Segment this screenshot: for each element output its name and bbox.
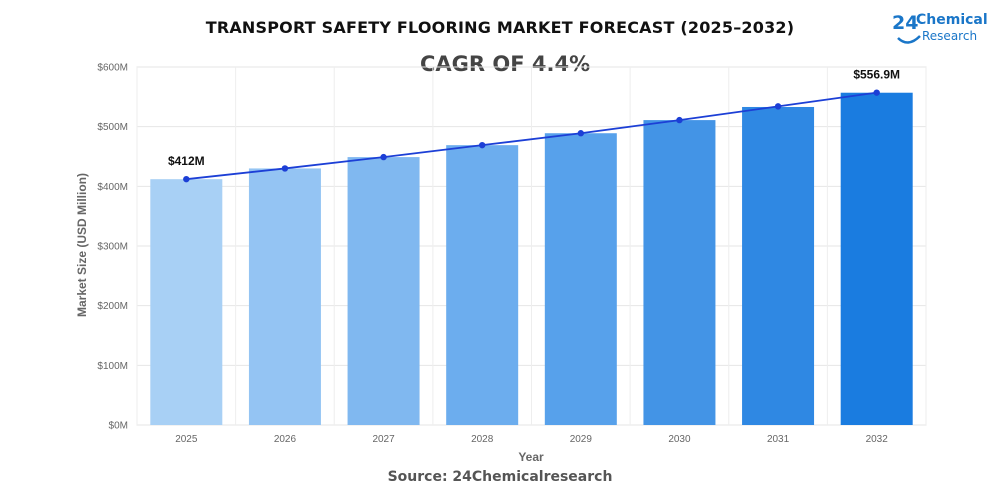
logo-number: 24 xyxy=(892,12,919,34)
x-tick-label: 2030 xyxy=(668,434,691,445)
trend-point xyxy=(774,103,782,110)
cagr-annotation: CAGR OF 4.4% xyxy=(420,52,591,76)
logo-word-chemical: Chemical xyxy=(916,12,988,28)
x-tick-label: 2027 xyxy=(372,434,395,445)
bars-group xyxy=(150,92,913,426)
bar xyxy=(446,145,519,425)
y-tick-label: $500M xyxy=(97,122,128,133)
company-logo: 24 Chemical Research xyxy=(892,10,992,46)
x-tick-labels: 2025 2026 2027 2028 2029 2030 2031 2032 xyxy=(175,434,888,445)
trend-line-group xyxy=(183,89,880,183)
bar xyxy=(544,133,617,426)
y-tick-labels: $0M $100M $200M $300M $400M $500M $600M xyxy=(97,63,128,432)
source-note: Source: 24Chemicalresearch xyxy=(387,469,613,485)
x-tick-label: 2032 xyxy=(866,434,889,445)
trend-point xyxy=(183,175,190,183)
bar xyxy=(643,120,716,425)
bar xyxy=(347,157,420,425)
x-tick-label: 2029 xyxy=(570,434,593,445)
trend-point xyxy=(873,89,880,96)
trend-point xyxy=(676,116,683,124)
y-tick-label: $100M xyxy=(97,361,128,372)
logo-swoosh-icon xyxy=(897,35,921,44)
bar xyxy=(248,168,321,425)
bar xyxy=(150,179,223,425)
data-label: $556.9M xyxy=(853,68,900,82)
trend-point xyxy=(478,141,486,149)
x-tick-label: 2031 xyxy=(767,434,790,445)
data-labels: $412M $556.9M xyxy=(168,68,900,169)
y-tick-label: $600M xyxy=(97,63,128,74)
bar xyxy=(840,92,913,425)
trend-point xyxy=(380,153,387,161)
trend-point xyxy=(281,165,289,172)
trend-line xyxy=(186,91,877,181)
y-tick-label: $400M xyxy=(97,182,128,193)
y-tick-label: $300M xyxy=(97,242,128,253)
bar xyxy=(742,106,815,425)
x-tick-label: 2025 xyxy=(175,434,198,445)
y-tick-label: $0M xyxy=(109,421,128,432)
x-tick-label: 2026 xyxy=(274,434,297,445)
x-axis-title: Year xyxy=(518,450,544,464)
logo-word-research: Research xyxy=(922,29,978,43)
y-axis-title: Market Size (USD Million) xyxy=(75,173,89,317)
trend-point xyxy=(577,130,585,137)
chart-title: TRANSPORT SAFETY FLOORING MARKET FORECAS… xyxy=(205,18,795,37)
x-tick-label: 2028 xyxy=(471,434,494,445)
y-tick-label: $200M xyxy=(97,301,128,312)
data-label: $412M xyxy=(168,154,205,168)
